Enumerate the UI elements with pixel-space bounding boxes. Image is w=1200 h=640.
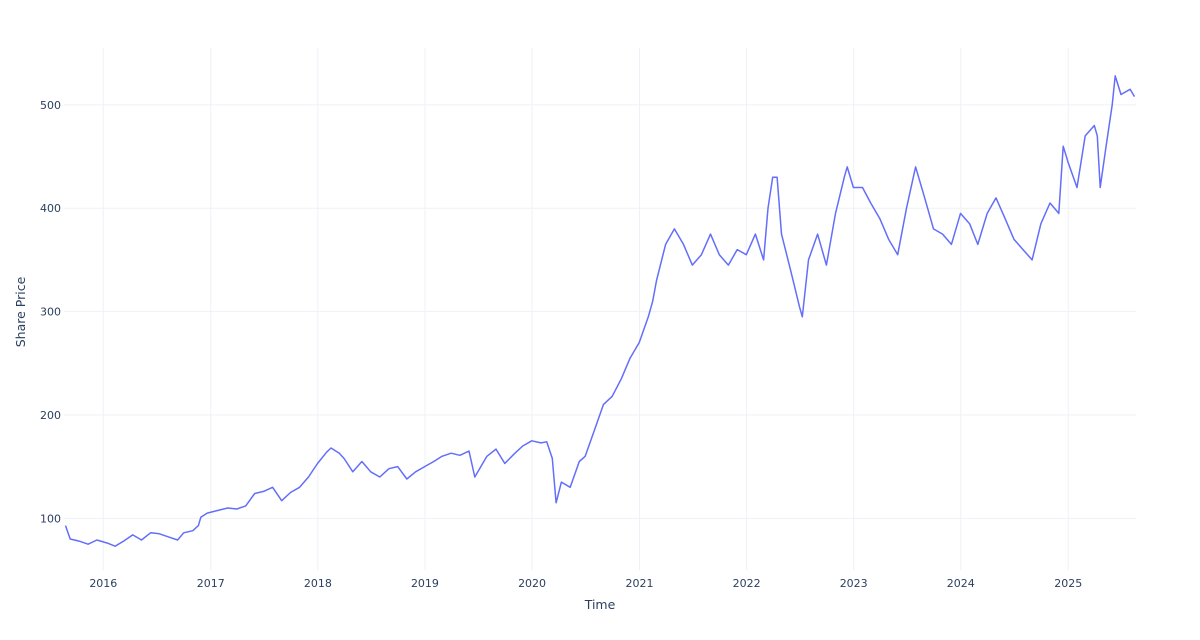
y-gridlines: [64, 104, 1136, 519]
y-tick-label: 100: [40, 512, 61, 525]
y-tick-label: 400: [40, 202, 61, 215]
x-tick-label: 2020: [518, 577, 546, 590]
x-tick-label: 2023: [840, 577, 868, 590]
x-gridlines: [102, 48, 1069, 570]
x-tick-label: 2019: [411, 577, 439, 590]
x-tick-label: 2022: [733, 577, 761, 590]
plot-area: [64, 75, 1136, 547]
share-price-line: [64, 75, 1136, 547]
x-tick-label: 2018: [304, 577, 332, 590]
x-axis-title: Time: [584, 597, 616, 612]
y-tick-label: 300: [40, 306, 61, 319]
y-axis-title: Share Price: [13, 276, 28, 347]
y-tick-label: 500: [40, 99, 61, 112]
x-tick-label: 2021: [625, 577, 653, 590]
x-tick-labels: 2016 2017 2018 2019 2020 2021 2022 2023 2024 2025: [89, 577, 1082, 590]
y-tick-labels: 100 200 300 400 500: [40, 99, 61, 525]
y-tick-label: 200: [40, 409, 61, 422]
x-tick-label: 2024: [947, 577, 975, 590]
x-tick-label: 2016: [89, 577, 117, 590]
x-tick-label: 2017: [197, 577, 225, 590]
x-tick-label: 2025: [1054, 577, 1082, 590]
